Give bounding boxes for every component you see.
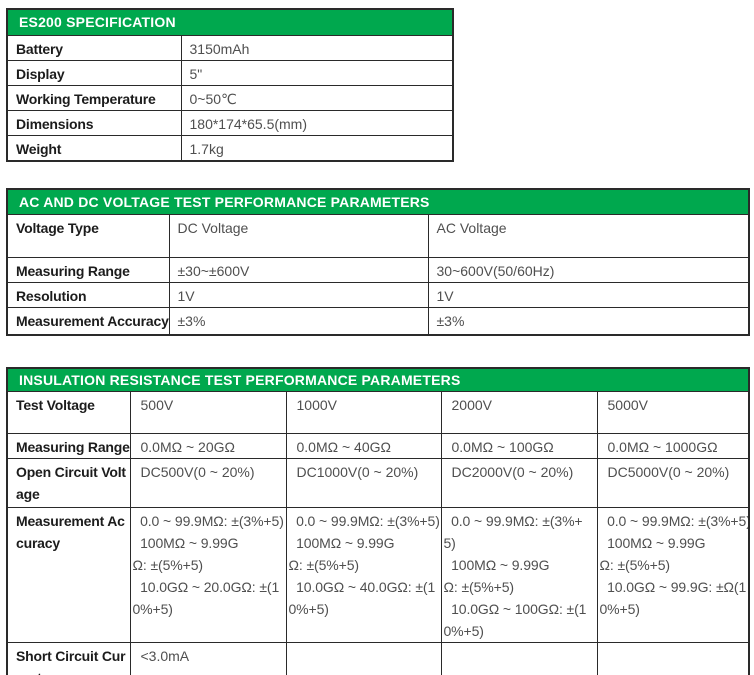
cell-value: 0.0MΩ ~ 40GΩ: [285, 432, 442, 459]
table-row: Short Circuit Cur rent <3.0mA: [6, 641, 750, 675]
table-row: Measuring Range 0.0MΩ ~ 20GΩ 0.0MΩ ~ 40G…: [6, 432, 750, 459]
row-label: Measurement Ac curacy: [6, 506, 131, 643]
cell-value: 0.0 ~ 99.9MΩ: ±(3%+5) 100MΩ ~ 9.99G Ω: ±…: [285, 506, 442, 643]
cell-value: 5": [180, 59, 454, 86]
row-label: Measuring Range: [6, 432, 131, 459]
cell-value: 0.0MΩ ~ 20GΩ: [129, 432, 287, 459]
cell-value: DC5000V(0 ~ 20%): [596, 457, 750, 508]
table-row: Resolution 1V 1V: [6, 282, 750, 308]
spec-table: ES200 SPECIFICATION Battery 3150mAh Disp…: [6, 8, 454, 162]
cell-value: [596, 641, 750, 675]
row-label: Short Circuit Cur rent: [6, 641, 131, 675]
row-label: Weight: [6, 134, 182, 161]
voltage-table-title: AC AND DC VOLTAGE TEST PERFORMANCE PARAM…: [6, 188, 750, 215]
row-label: Working Temperature: [6, 84, 182, 111]
cell-value: 500V: [129, 390, 287, 434]
cell-value: 30~600V(50/60Hz): [427, 257, 750, 283]
voltage-table-header: AC AND DC VOLTAGE TEST PERFORMANCE PARAM…: [6, 188, 750, 215]
cell-value: 0.0MΩ ~ 100GΩ: [440, 432, 598, 459]
table-row: Measurement Accuracy ±3% ±3%: [6, 307, 750, 335]
row-label: Test Voltage: [6, 390, 131, 434]
cell-value: 1V: [427, 282, 750, 308]
cell-value: ±3%: [168, 307, 429, 335]
spec-table-title: ES200 SPECIFICATION: [6, 8, 454, 36]
insulation-table-header: INSULATION RESISTANCE TEST PERFORMANCE P…: [6, 367, 750, 392]
row-label: Resolution: [6, 282, 170, 308]
cell-value: 2000V: [440, 390, 598, 434]
cell-value: 0.0 ~ 99.9MΩ: ±(3%+ 5) 100MΩ ~ 9.99G Ω: …: [440, 506, 598, 643]
row-label: Voltage Type: [6, 214, 170, 258]
row-label: Measuring Range: [6, 257, 170, 283]
table-row: Voltage Type DC Voltage AC Voltage: [6, 214, 750, 258]
table-row: Test Voltage 500V 1000V 2000V 5000V: [6, 390, 750, 434]
cell-value: 1.7kg: [180, 134, 454, 161]
row-label: Measurement Accuracy: [6, 307, 170, 335]
table-row: Display 5": [6, 59, 454, 86]
table-row: Working Temperature 0~50℃: [6, 84, 454, 111]
cell-value: ±3%: [427, 307, 750, 335]
row-label: Open Circuit Volt age: [6, 457, 131, 508]
insulation-table-title: INSULATION RESISTANCE TEST PERFORMANCE P…: [6, 367, 750, 392]
cell-value: 1V: [168, 282, 429, 308]
cell-value: DC2000V(0 ~ 20%): [440, 457, 598, 508]
cell-value: ±30~±600V: [168, 257, 429, 283]
table-row: Measurement Ac curacy 0.0 ~ 99.9MΩ: ±(3%…: [6, 506, 750, 643]
cell-value: DC Voltage: [168, 214, 429, 258]
cell-value: 180*174*65.5(mm): [180, 109, 454, 136]
table-row: Battery 3150mAh: [6, 34, 454, 61]
cell-value: 0.0 ~ 99.9MΩ: ±(3%+5) 100MΩ ~ 9.99G Ω: ±…: [596, 506, 750, 643]
cell-value: DC1000V(0 ~ 20%): [285, 457, 442, 508]
cell-value: 5000V: [596, 390, 750, 434]
table-row: Open Circuit Volt age DC500V(0 ~ 20%) DC…: [6, 457, 750, 508]
table-row: Dimensions 180*174*65.5(mm): [6, 109, 454, 136]
cell-value: 1000V: [285, 390, 442, 434]
table-row: Measuring Range ±30~±600V 30~600V(50/60H…: [6, 257, 750, 283]
cell-value: [285, 641, 442, 675]
table-row: Weight 1.7kg: [6, 134, 454, 161]
cell-value: 0~50℃: [180, 84, 454, 111]
row-label: Dimensions: [6, 109, 182, 136]
cell-value: <3.0mA: [129, 641, 287, 675]
cell-value: [440, 641, 598, 675]
row-label: Display: [6, 59, 182, 86]
spec-table-header: ES200 SPECIFICATION: [6, 8, 454, 36]
insulation-table: INSULATION RESISTANCE TEST PERFORMANCE P…: [6, 366, 751, 675]
cell-value: 0.0 ~ 99.9MΩ: ±(3%+5) 100MΩ ~ 9.99G Ω: ±…: [129, 506, 287, 643]
cell-value: 0.0MΩ ~ 1000GΩ: [596, 432, 750, 459]
cell-value: 3150mAh: [180, 34, 454, 61]
cell-value: AC Voltage: [427, 214, 750, 258]
cell-value: DC500V(0 ~ 20%): [129, 457, 287, 508]
row-label: Battery: [6, 34, 182, 61]
voltage-table: AC AND DC VOLTAGE TEST PERFORMANCE PARAM…: [6, 187, 750, 336]
